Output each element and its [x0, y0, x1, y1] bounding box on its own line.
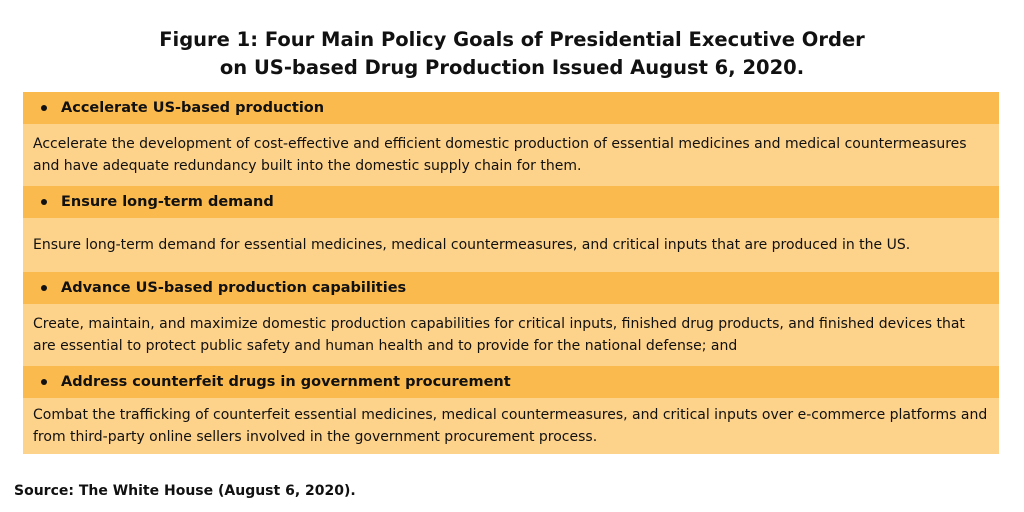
goal-description-row: Combat the trafficking of counterfeit es…	[23, 398, 999, 454]
goal-heading-row: Address counterfeit drugs in government …	[23, 366, 999, 398]
goal-heading: Ensure long-term demand	[61, 194, 274, 210]
figure-title-line-1: Figure 1: Four Main Policy Goals of Pres…	[159, 28, 865, 51]
goal-heading: Accelerate US-based production	[61, 100, 325, 116]
goal-description-row: Ensure long-term demand for essential me…	[23, 218, 999, 272]
goal-heading: Advance US-based production capabilities	[61, 280, 407, 296]
bullet-icon	[41, 105, 47, 111]
goal-description: Ensure long-term demand for essential me…	[33, 237, 911, 253]
policy-goals-panel: Accelerate US-based production Accelerat…	[23, 92, 999, 454]
goal-heading-row: Advance US-based production capabilities	[23, 272, 999, 304]
goal-heading-row: Accelerate US-based production	[23, 92, 999, 124]
bullet-icon	[41, 285, 47, 291]
goal-heading-row: Ensure long-term demand	[23, 186, 999, 218]
goal-description: Accelerate the development of cost-effec…	[33, 136, 967, 174]
bullet-icon	[41, 379, 47, 385]
goal-description-row: Accelerate the development of cost-effec…	[23, 124, 999, 186]
figure-title: Figure 1: Four Main Policy Goals of Pres…	[0, 26, 1024, 82]
goal-description-row: Create, maintain, and maximize domestic …	[23, 304, 999, 366]
source-note: Source: The White House (August 6, 2020)…	[14, 483, 356, 499]
goal-description: Create, maintain, and maximize domestic …	[33, 316, 965, 354]
figure-title-line-2: on US-based Drug Production Issued Augus…	[219, 56, 805, 79]
bullet-icon	[41, 199, 47, 205]
goal-description: Combat the trafficking of counterfeit es…	[33, 407, 988, 445]
goal-heading: Address counterfeit drugs in government …	[61, 374, 511, 390]
